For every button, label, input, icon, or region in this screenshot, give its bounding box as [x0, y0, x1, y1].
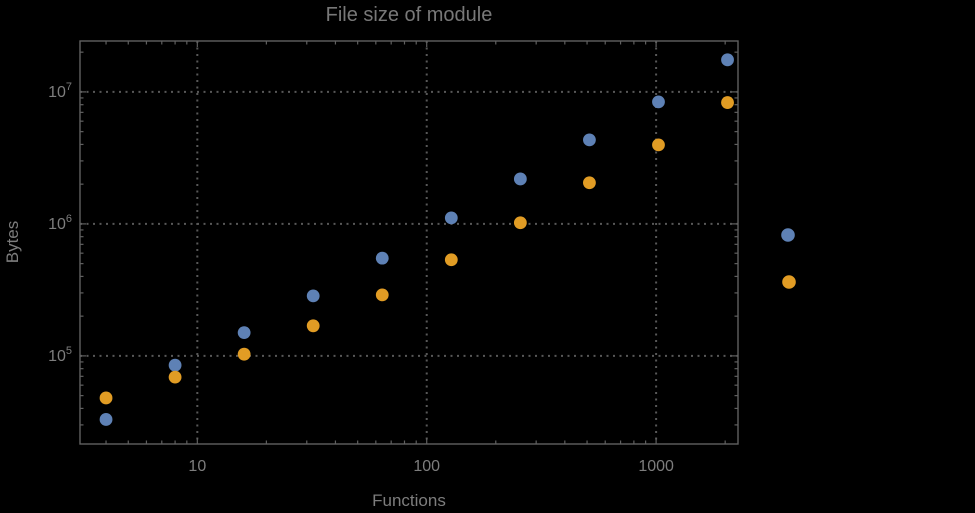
data-point-series-2-orange-x512	[583, 176, 596, 190]
data-point-series-1-blue-x16	[237, 326, 251, 340]
legend-marker-2	[782, 275, 796, 289]
y-tick-label: 105	[48, 345, 72, 365]
x-axis-label: Functions	[372, 491, 446, 510]
data-point-series-2-orange-x4	[99, 391, 113, 405]
data-point-series-2-orange-x256	[513, 216, 527, 230]
data-point-series-1-blue-x64	[375, 251, 389, 265]
x-tick-label: 100	[413, 458, 440, 475]
chart-title: File size of module	[325, 4, 493, 26]
y-tick-label: 107	[48, 81, 72, 101]
data-point-series-2-orange-x128	[444, 253, 458, 267]
plot-frame	[79, 40, 739, 445]
data-point-series-1-blue-x256	[513, 172, 527, 186]
data-point-series-1-blue-x32	[306, 289, 320, 303]
data-point-series-1-blue-x4	[99, 413, 113, 426]
data-point-series-2-orange-x2048	[721, 96, 734, 109]
x-tick-label: 1000	[638, 458, 674, 475]
data-point-series-2-orange-x16	[237, 347, 251, 361]
data-point-series-2-orange-x32	[306, 319, 320, 333]
data-point-series-2-orange-x1024	[652, 138, 665, 152]
data-point-series-1-blue-x1024	[652, 95, 665, 109]
y-tick-label: 106	[48, 213, 72, 233]
data-point-series-1-blue-x128	[444, 211, 458, 225]
x-tick-label: 10	[188, 458, 206, 475]
data-point-series-1-blue-x512	[583, 133, 596, 147]
legend-marker-1	[781, 228, 795, 242]
data-point-series-2-orange-x8	[168, 370, 182, 384]
data-point-series-2-orange-x64	[375, 288, 389, 302]
data-point-series-1-blue-x2048	[721, 53, 734, 67]
data-point-series-1-blue-x8	[168, 358, 182, 372]
